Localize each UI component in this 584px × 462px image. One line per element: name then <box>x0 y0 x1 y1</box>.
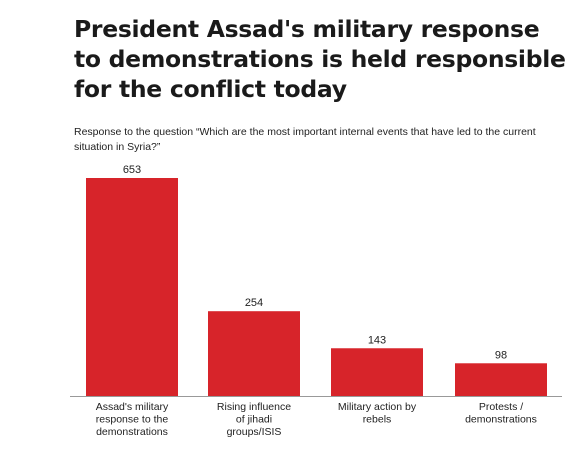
value-label-3: 143 <box>368 334 386 346</box>
bar-3 <box>331 348 423 396</box>
category-label-3: Military action by rebels <box>338 401 417 426</box>
category-label-4: Protests / demonstrations <box>465 401 537 426</box>
bar-4 <box>455 363 547 396</box>
category-label-2: Rising influence of jihadi groups/ISIS <box>217 401 291 438</box>
bar-1 <box>86 178 178 396</box>
bar-2 <box>208 311 300 396</box>
value-label-4: 98 <box>495 349 507 361</box>
category-label-1: Assad's military response to the demonstra… <box>96 401 169 438</box>
value-label-2: 254 <box>245 297 263 309</box>
value-label-1: 653 <box>123 164 141 176</box>
